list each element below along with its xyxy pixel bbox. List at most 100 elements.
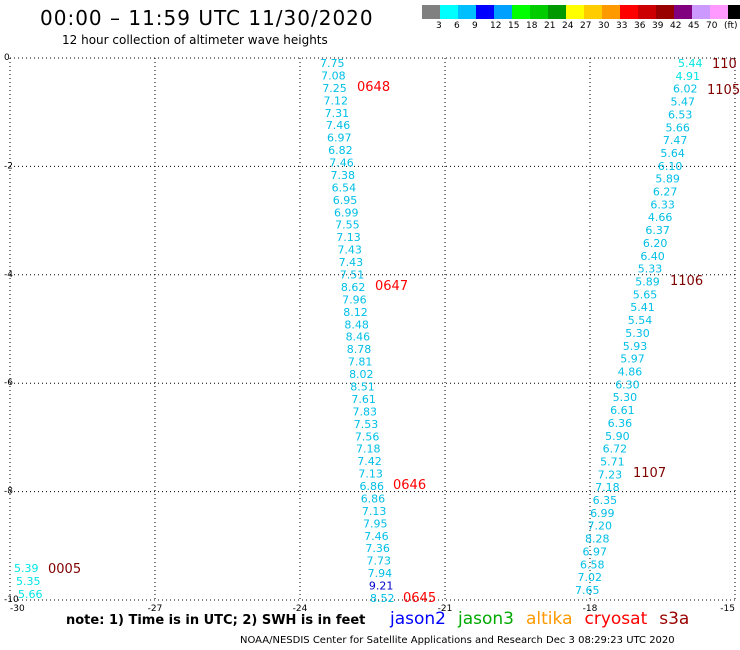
- x-tick-label: -18: [583, 604, 598, 614]
- credit-line: NOAA/NESDIS Center for Satellite Applica…: [240, 635, 675, 646]
- y-tick-label: -4: [4, 270, 13, 280]
- wave-height-value: 7.18: [356, 443, 381, 456]
- wave-height-value: 5.54: [628, 314, 653, 327]
- legend-label: 3: [436, 21, 442, 31]
- page-subtitle: 12 hour collection of altimeter wave hei…: [62, 33, 328, 47]
- wave-height-value: 6.82: [328, 144, 353, 157]
- wave-height-value: 7.94: [368, 567, 393, 580]
- satellite-name: jason3: [458, 609, 514, 629]
- wave-height-value: 6.30: [615, 378, 640, 391]
- wave-height-value: 7.53: [354, 418, 379, 431]
- x-axis-ticks: -30 -27 -24 -21 -18 -15: [10, 604, 735, 614]
- wave-height-value: 7.65: [575, 584, 600, 597]
- x-tick-label: -24: [293, 604, 308, 614]
- legend-swatch-13: [656, 5, 674, 19]
- wave-height-value: 5.65: [633, 288, 658, 301]
- pass-time-label: 0647: [375, 279, 408, 294]
- wave-height-value: 7.46: [329, 157, 354, 170]
- legend-swatch-2: [458, 5, 476, 19]
- legend-swatch-11: [620, 5, 638, 19]
- pass-time-label: 1107: [633, 466, 666, 481]
- wave-height-value: 6.20: [643, 237, 668, 250]
- legend-swatch-15: [692, 5, 710, 19]
- track-center: 7.757.087.257.127.317.466.976.827.467.38…: [320, 57, 395, 605]
- legend-label: 15: [508, 21, 520, 31]
- wave-height-value: 5.71: [600, 455, 625, 468]
- wave-height-value: 8.48: [344, 318, 369, 331]
- legend-label: 39: [652, 21, 664, 31]
- wave-height-value: 7.75: [320, 57, 345, 70]
- legend-swatch-17: [728, 5, 740, 19]
- wave-height-value: 5.44: [678, 57, 703, 70]
- wave-height-value: 7.42: [357, 455, 382, 468]
- legend-swatch-7: [548, 5, 566, 19]
- wave-height-value: 5.47: [670, 96, 695, 109]
- wave-height-value: 7.13: [362, 505, 387, 518]
- wave-height-value: 6.95: [333, 194, 358, 207]
- wave-height-value: 5.39: [14, 562, 39, 575]
- wave-height-value: 7.56: [355, 430, 380, 443]
- wave-height-value: 6.53: [668, 108, 693, 121]
- wave-height-value: 7.23: [598, 468, 623, 481]
- legend-label: 30: [598, 21, 610, 31]
- legend-swatch-16: [710, 5, 728, 19]
- wave-height-value: 5.35: [16, 575, 41, 588]
- pass-time-labels: 0648 0647 0646 0645 110 1105 1106 1107 0005: [48, 57, 740, 606]
- wave-height-value: 8.52: [370, 592, 395, 605]
- wave-height-value: 7.43: [337, 244, 362, 257]
- wave-height-value: 6.36: [608, 417, 633, 430]
- x-tick-label: -30: [10, 604, 25, 614]
- wave-height-value: 8.78: [347, 343, 372, 356]
- wave-height-value: 8.12: [343, 306, 368, 319]
- wave-height-value: 7.08: [321, 69, 346, 82]
- wave-height-value: 6.86: [360, 480, 385, 493]
- wave-height-value: 4.66: [648, 211, 673, 224]
- wave-height-value: 6.40: [640, 250, 665, 263]
- legend-swatch-14: [674, 5, 692, 19]
- note-text: note: 1) Time is in UTC; 2) SWH is in fe…: [66, 613, 366, 628]
- wave-height-value: 6.27: [653, 186, 678, 199]
- legend-swatch-9: [584, 5, 602, 19]
- legend-swatch-5: [512, 5, 530, 19]
- x-tick-label: -15: [720, 604, 735, 614]
- wave-height-value: 5.30: [625, 327, 650, 340]
- legend-label: (ft): [724, 21, 738, 31]
- wave-height-value: 5.30: [613, 391, 638, 404]
- legend-label: 33: [616, 21, 628, 31]
- wave-height-value: 9.21: [369, 580, 394, 593]
- wave-height-value: 7.12: [323, 94, 348, 107]
- wave-height-value: 6.86: [361, 492, 386, 505]
- grid-lines: [9, 57, 736, 601]
- wave-height-value: 8.62: [341, 281, 366, 294]
- wave-height-value: 6.35: [593, 494, 618, 507]
- wave-height-value: 6.02: [673, 83, 698, 96]
- wave-height-value: 4.91: [675, 70, 700, 83]
- wave-height-value: 7.13: [358, 468, 383, 481]
- legend-label: 45: [688, 21, 700, 31]
- legend-label: 12: [490, 21, 502, 31]
- wave-height-value: 5.66: [665, 121, 690, 134]
- track-right: 5.444.916.025.476.535.667.475.646.105.89…: [575, 57, 703, 597]
- wave-height-value: 7.20: [588, 520, 613, 533]
- wave-height-value: 7.96: [342, 293, 367, 306]
- wave-height-value: 7.83: [353, 405, 378, 418]
- wave-height-value: 6.33: [650, 198, 675, 211]
- satellite-legend: jason2 jason3 altika cryosat s3a: [390, 609, 701, 629]
- wave-height-value: 6.10: [658, 160, 683, 173]
- legend-swatch-3: [476, 5, 494, 19]
- legend-swatch-1: [440, 5, 458, 19]
- wave-height-value: 8.28: [585, 533, 610, 546]
- pass-time-label: 1106: [670, 274, 703, 289]
- pass-time-label: 110: [712, 57, 737, 72]
- y-tick-label: -6: [4, 378, 13, 388]
- wave-height-value: 7.18: [595, 481, 620, 494]
- y-tick-label: -8: [4, 487, 13, 497]
- legend-swatch-0: [422, 5, 440, 19]
- y-tick-label: -10: [4, 595, 19, 605]
- legend-swatch-6: [530, 5, 548, 19]
- wave-height-value: 6.58: [580, 558, 605, 571]
- wave-height-value: 7.46: [364, 530, 389, 543]
- wave-height-value: 4.86: [618, 365, 643, 378]
- legend-label: 21: [544, 21, 556, 31]
- wave-height-value: 8.02: [349, 368, 374, 381]
